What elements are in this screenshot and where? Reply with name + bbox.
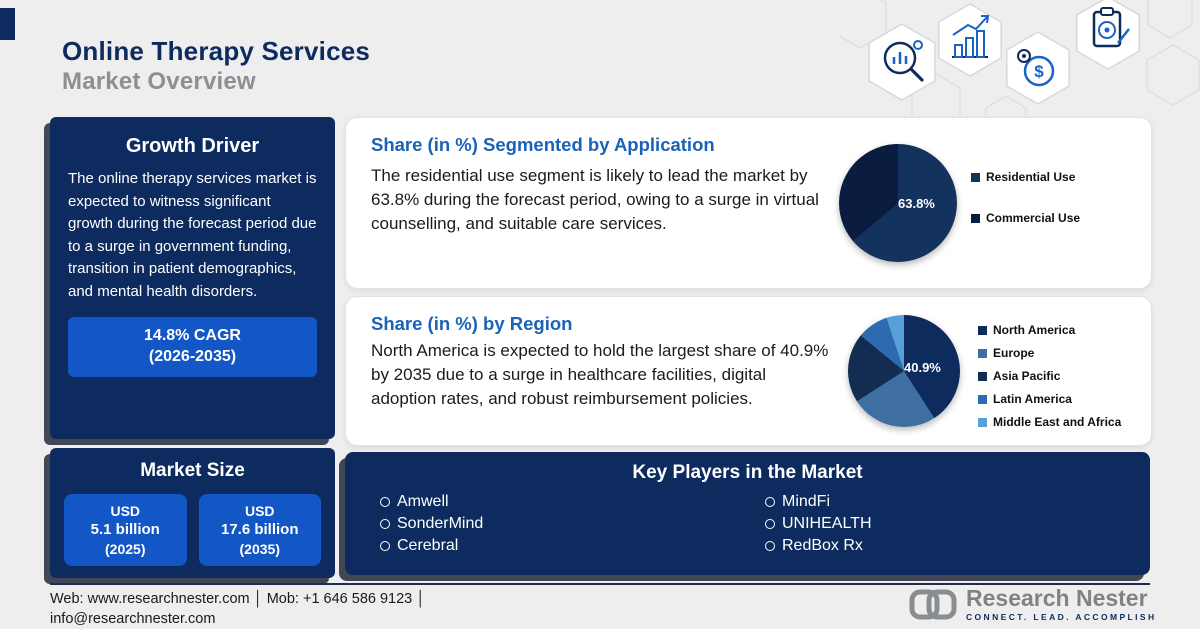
key-player-item: Amwell <box>380 492 765 511</box>
year-label: (2035) <box>239 540 280 557</box>
key-player-name: UNIHEALTH <box>782 515 872 532</box>
clipboard-report-icon <box>1092 7 1130 48</box>
bullet-icon <box>765 518 775 529</box>
growth-driver-card: Growth Driver The online therapy service… <box>50 117 335 439</box>
legend-item: Middle East and Africa <box>978 415 1121 429</box>
legend-item: North America <box>978 323 1121 337</box>
application-card-body: The residential use segment is likely to… <box>371 166 819 234</box>
key-player-name: MindFi <box>782 493 831 510</box>
year-label: (2025) <box>105 540 146 557</box>
legend-label: Middle East and Africa <box>993 415 1122 429</box>
growth-driver-body: The online therapy services market is ex… <box>68 170 317 300</box>
research-nester-logo-icon <box>909 589 957 620</box>
legend-item: Latin America <box>978 392 1121 406</box>
footer-contact-line1: Web: www.researchnester.com │ Mob: +1 64… <box>50 591 426 607</box>
brand-block: Research Nester Connect. Lead. Accomplis… <box>908 586 1157 622</box>
footer-divider <box>50 583 1150 585</box>
page-title: Online Therapy Services <box>62 36 371 66</box>
legend-label: Commercial Use <box>986 211 1081 225</box>
key-player-item: SonderMind <box>380 514 765 533</box>
legend-item: Commercial Use <box>971 211 1080 225</box>
market-size-2035-box: USD 17.6 billion (2035) <box>198 494 321 566</box>
bullet-icon <box>380 496 390 507</box>
hexagon-decoration: $ <box>840 0 1200 115</box>
legend-label: Europe <box>993 346 1035 360</box>
currency-label: USD <box>244 503 275 519</box>
key-player-item: Cerebral <box>380 536 765 555</box>
application-share-card: Share (in %) Segmented by Application Th… <box>345 117 1152 289</box>
region-share-card: Share (in %) by Region North America is … <box>345 296 1152 446</box>
application-pie-label: 63.8% <box>898 195 935 211</box>
legend-swatch <box>978 325 987 335</box>
corner-accent <box>0 8 15 40</box>
legend-swatch <box>978 348 987 358</box>
bullet-icon <box>765 540 775 551</box>
application-pie-chart: 63.8% <box>839 144 957 262</box>
key-player-name: Cerebral <box>397 537 459 554</box>
key-player-name: RedBox Rx <box>782 537 863 554</box>
footer-contact: Web: www.researchnester.com │ Mob: +1 64… <box>50 590 425 629</box>
legend-swatch <box>978 417 987 427</box>
region-card-heading: Share (in %) by Region <box>371 313 573 334</box>
legend-swatch <box>978 371 987 381</box>
key-player-item: MindFi <box>765 492 1150 511</box>
market-size-card: Market Size USD 5.1 billion (2025) USD 1… <box>50 448 335 578</box>
bullet-icon <box>380 518 390 529</box>
amount-label: 17.6 billion <box>220 521 299 539</box>
legend-swatch <box>971 172 980 182</box>
market-size-heading: Market Size <box>140 460 245 481</box>
legend-item: Europe <box>978 346 1121 360</box>
legend-item: Asia Pacific <box>978 369 1121 383</box>
legend-swatch <box>971 213 980 223</box>
application-legend: Residential Use Commercial Use <box>971 170 1080 225</box>
legend-label: Residential Use <box>986 170 1076 184</box>
search-analytics-icon <box>883 40 924 82</box>
legend-label: North America <box>993 323 1076 337</box>
key-players-column-1: Amwell SonderMind Cerebral <box>380 492 765 555</box>
money-icon: $ <box>1017 49 1055 87</box>
legend-swatch <box>978 394 987 404</box>
footer-contact-line2: info@researchnester.com <box>50 610 216 627</box>
key-player-name: Amwell <box>397 493 449 510</box>
market-size-2025-box: USD 5.1 billion (2025) <box>64 494 187 566</box>
currency-label: USD <box>110 503 141 519</box>
region-pie-chart: 40.9% <box>848 315 960 427</box>
cagr-period: (2026-2035) <box>148 347 237 365</box>
bullet-icon <box>765 496 775 507</box>
cagr-badge: 14.8% CAGR (2026-2035) <box>68 317 317 377</box>
application-card-heading: Share (in %) Segmented by Application <box>371 134 715 155</box>
bullet-icon <box>380 540 390 551</box>
hexagon-tile <box>938 3 1002 77</box>
key-player-item: RedBox Rx <box>765 536 1150 555</box>
brand-name: Research Nester <box>966 585 1148 611</box>
region-card-body: North America is expected to hold the la… <box>371 341 829 409</box>
key-players-heading: Key Players in the Market <box>632 462 863 483</box>
legend-item: Residential Use <box>971 170 1080 184</box>
cagr-value: 14.8% CAGR <box>144 327 241 344</box>
key-player-item: UNIHEALTH <box>765 514 1150 533</box>
growth-driver-heading: Growth Driver <box>125 135 260 157</box>
region-pie-label: 40.9% <box>904 359 941 375</box>
region-legend: North America Europe Asia Pacific Latin … <box>978 323 1121 429</box>
bar-chart-growth-icon <box>952 15 990 58</box>
page-subtitle: Market Overview <box>62 68 256 95</box>
brand-tagline: Connect. Lead. Accomplish <box>966 612 1157 623</box>
key-player-name: SonderMind <box>397 515 484 532</box>
hexagon-tile <box>1076 0 1140 70</box>
svg-text:$: $ <box>1034 62 1044 81</box>
key-players-column-2: MindFi UNIHEALTH RedBox Rx <box>765 492 1150 555</box>
legend-label: Asia Pacific <box>993 369 1061 383</box>
amount-label: 5.1 billion <box>90 521 160 539</box>
key-players-card: Key Players in the Market Amwell SonderM… <box>345 452 1150 575</box>
legend-label: Latin America <box>993 392 1072 406</box>
